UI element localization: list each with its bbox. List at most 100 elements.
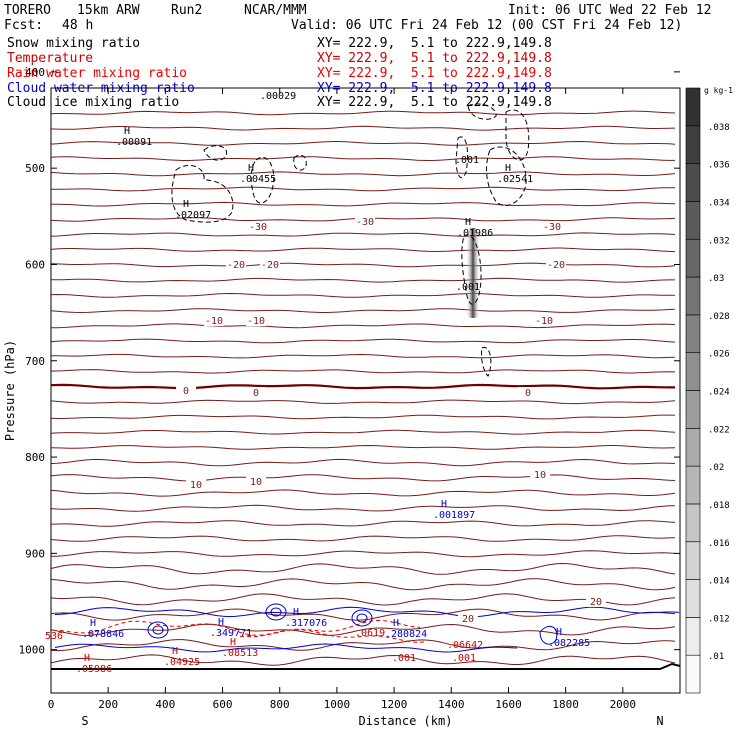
cloud-water-contour — [270, 607, 282, 617]
y-tick-label: 900 — [25, 547, 45, 560]
colorbar-tick-label: .014 — [708, 577, 730, 587]
rain-contour — [239, 629, 427, 643]
x-tick-label: 1200 — [381, 698, 408, 711]
extremum-value: .349771 — [210, 628, 252, 639]
extremum-value: .078846 — [82, 629, 124, 640]
model-name: TORERO — [4, 3, 51, 18]
isotherm-line — [50, 292, 675, 298]
isotherm-line — [50, 414, 676, 420]
temperature-label: -20 — [547, 260, 565, 271]
colorbar-tick-label: .012 — [708, 614, 730, 624]
snow-contour — [481, 346, 492, 377]
colorbar-tick-label: .024 — [708, 388, 730, 398]
label-bg — [186, 479, 206, 490]
cloud-water-contour — [147, 621, 169, 639]
isotherm-line — [50, 474, 676, 482]
label-bg — [246, 315, 266, 326]
colorbar-cell — [685, 87, 701, 127]
snow-contour — [467, 103, 497, 120]
isotherm-line — [50, 520, 676, 527]
isotherm-line — [50, 429, 676, 435]
isotherm-line — [50, 654, 676, 666]
y-tick-label: 800 — [25, 451, 45, 464]
y-tick-label: 400 — [25, 66, 45, 79]
run-label: Run2 — [171, 3, 203, 18]
extremum-value: .001 — [455, 155, 479, 166]
x-tick-label: 1400 — [438, 698, 465, 711]
colorbar-cell — [685, 579, 701, 618]
isotherm-line — [50, 338, 676, 344]
snow-contour — [486, 146, 527, 207]
isotherm-line — [50, 608, 676, 621]
fcst-value: 48 h — [62, 18, 94, 33]
label-bg — [355, 216, 375, 227]
x-tick-label: 200 — [98, 698, 118, 711]
south-label: S — [81, 714, 88, 728]
label-bg — [546, 259, 566, 270]
legend-label: Snow mixing ratio — [7, 36, 141, 51]
isotherm-line — [50, 383, 675, 390]
extremum-value: .082285 — [548, 638, 590, 649]
isotherm-line — [50, 110, 676, 116]
x-tick-label: 0 — [48, 698, 55, 711]
colorbar-cell — [685, 541, 701, 580]
x-tick-label: 1600 — [495, 698, 522, 711]
label-bg — [176, 385, 196, 396]
org-label: NCAR/MMM — [244, 3, 307, 18]
extremum-value: .06642 — [447, 640, 483, 651]
colorbar-cell — [685, 276, 701, 316]
label-bg — [248, 221, 268, 232]
extremum-value: .001 — [456, 282, 480, 293]
fcst-label: Fcst: — [4, 18, 44, 33]
isotherm-line — [50, 232, 676, 237]
extremum-marker: H — [90, 618, 96, 629]
extremum-marker: H — [183, 199, 189, 210]
extremum-marker: H — [393, 618, 399, 629]
colorbar-tick-label: .036 — [708, 161, 730, 171]
isotherm-line — [50, 562, 676, 575]
snow-contour — [250, 157, 275, 204]
isotherm-line — [50, 353, 676, 359]
isotherm-line — [50, 578, 676, 591]
extremum-marker: H — [465, 217, 471, 228]
label-bg — [542, 221, 562, 232]
isotherm-line — [50, 262, 676, 268]
isotherm-line — [50, 171, 676, 177]
temperature-label: -20 — [261, 260, 279, 271]
extremum-value: .001897 — [433, 510, 475, 521]
colorbar-tick-label: .03 — [708, 274, 724, 284]
isotherm-line — [50, 156, 675, 162]
isotherm-line — [51, 277, 675, 283]
legend-label: Temperature — [7, 51, 94, 66]
colorbar-cell — [685, 503, 701, 543]
colorbar-tick-label: .018 — [708, 501, 730, 511]
label-bg — [530, 469, 550, 480]
isotherm-line — [50, 308, 676, 314]
ice-shading — [466, 228, 480, 318]
extremum-value: .317076 — [285, 618, 327, 629]
valid-time: Valid: 06 UTC Fri 24 Feb 12 (00 CST Fri … — [291, 18, 683, 33]
label-bg — [260, 259, 280, 270]
y-tick-label: 700 — [25, 355, 45, 368]
colorbar-cell — [685, 390, 701, 429]
colorbar-tick-label: .038 — [708, 123, 730, 133]
colorbar-cell — [685, 465, 701, 505]
extremum-value: .001 — [392, 653, 416, 664]
extremum-value: 536 — [45, 631, 63, 642]
cloud-water-contour — [356, 613, 368, 623]
temperature-label: 10 — [250, 477, 262, 488]
surface-line — [51, 662, 681, 670]
legend-xy: XY= 222.9, 5.1 to 222.9,149.8 — [317, 66, 552, 81]
temperature-label: 20 — [462, 614, 474, 625]
snow-contour — [203, 145, 228, 161]
x-tick-label: 400 — [155, 698, 175, 711]
temperature-label: -20 — [227, 260, 245, 271]
isotherm-line — [50, 639, 676, 652]
colorbar-cell — [685, 617, 701, 656]
extremum-marker: H — [84, 653, 90, 664]
extremum-value: .01986 — [457, 228, 493, 239]
extremum-value: .00091 — [116, 137, 152, 148]
extremum-value: .00455 — [240, 174, 276, 185]
label-bg — [534, 315, 554, 326]
